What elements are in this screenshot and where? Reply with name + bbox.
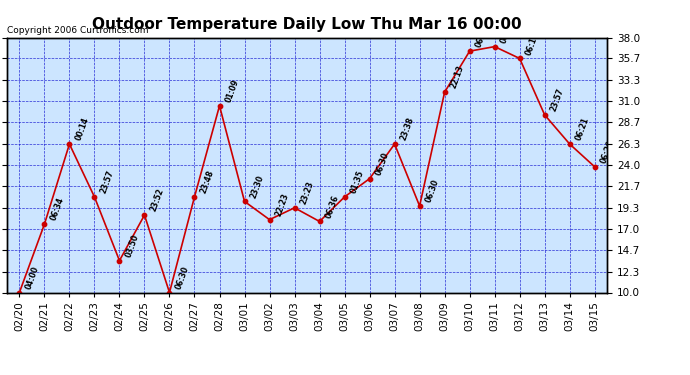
Point [339, 194, 350, 200]
Text: 23:38: 23:38 [399, 116, 415, 142]
Point [64, 141, 75, 147]
Text: 23:57: 23:57 [549, 87, 566, 113]
Text: 06:20: 06:20 [599, 139, 615, 165]
Text: 06:34: 06:34 [48, 196, 66, 222]
Point [289, 205, 300, 211]
Point [264, 217, 275, 223]
Point [189, 194, 200, 200]
Text: 06:30: 06:30 [174, 265, 190, 290]
Point [314, 219, 325, 225]
Point [514, 56, 525, 62]
Point [239, 198, 250, 204]
Point [414, 203, 425, 209]
Text: 00:14: 00:14 [74, 116, 90, 142]
Title: Outdoor Temperature Daily Low Thu Mar 16 00:00: Outdoor Temperature Daily Low Thu Mar 16… [92, 17, 522, 32]
Text: 06:06: 06:06 [474, 23, 491, 49]
Text: 06:21: 06:21 [574, 116, 591, 142]
Text: 23:57: 23:57 [99, 169, 115, 195]
Text: 06:10: 06:10 [524, 30, 540, 56]
Point [164, 290, 175, 296]
Point [139, 212, 150, 218]
Point [589, 164, 600, 170]
Text: Copyright 2006 Curtronics.com: Copyright 2006 Curtronics.com [7, 26, 148, 35]
Point [389, 141, 400, 147]
Point [39, 221, 50, 227]
Text: 23:23: 23:23 [299, 180, 315, 206]
Point [14, 290, 25, 296]
Point [364, 176, 375, 181]
Text: 22:13: 22:13 [448, 64, 466, 90]
Point [114, 258, 125, 264]
Point [464, 48, 475, 54]
Point [439, 89, 450, 95]
Text: 06:30: 06:30 [424, 178, 440, 204]
Point [214, 103, 225, 109]
Text: 00:32: 00:32 [499, 19, 515, 45]
Text: 22:23: 22:23 [274, 192, 290, 217]
Text: 01:35: 01:35 [348, 169, 366, 195]
Text: 23:52: 23:52 [148, 187, 166, 213]
Point [539, 112, 550, 118]
Point [489, 44, 500, 50]
Text: 04:00: 04:00 [23, 265, 40, 290]
Text: 23:48: 23:48 [199, 169, 215, 195]
Text: 06:36: 06:36 [324, 194, 340, 219]
Text: 03:50: 03:50 [124, 233, 140, 258]
Point [89, 194, 100, 200]
Text: 06:30: 06:30 [374, 151, 391, 177]
Text: 23:30: 23:30 [248, 174, 266, 199]
Text: 01:09: 01:09 [224, 78, 240, 104]
Point [564, 141, 575, 147]
